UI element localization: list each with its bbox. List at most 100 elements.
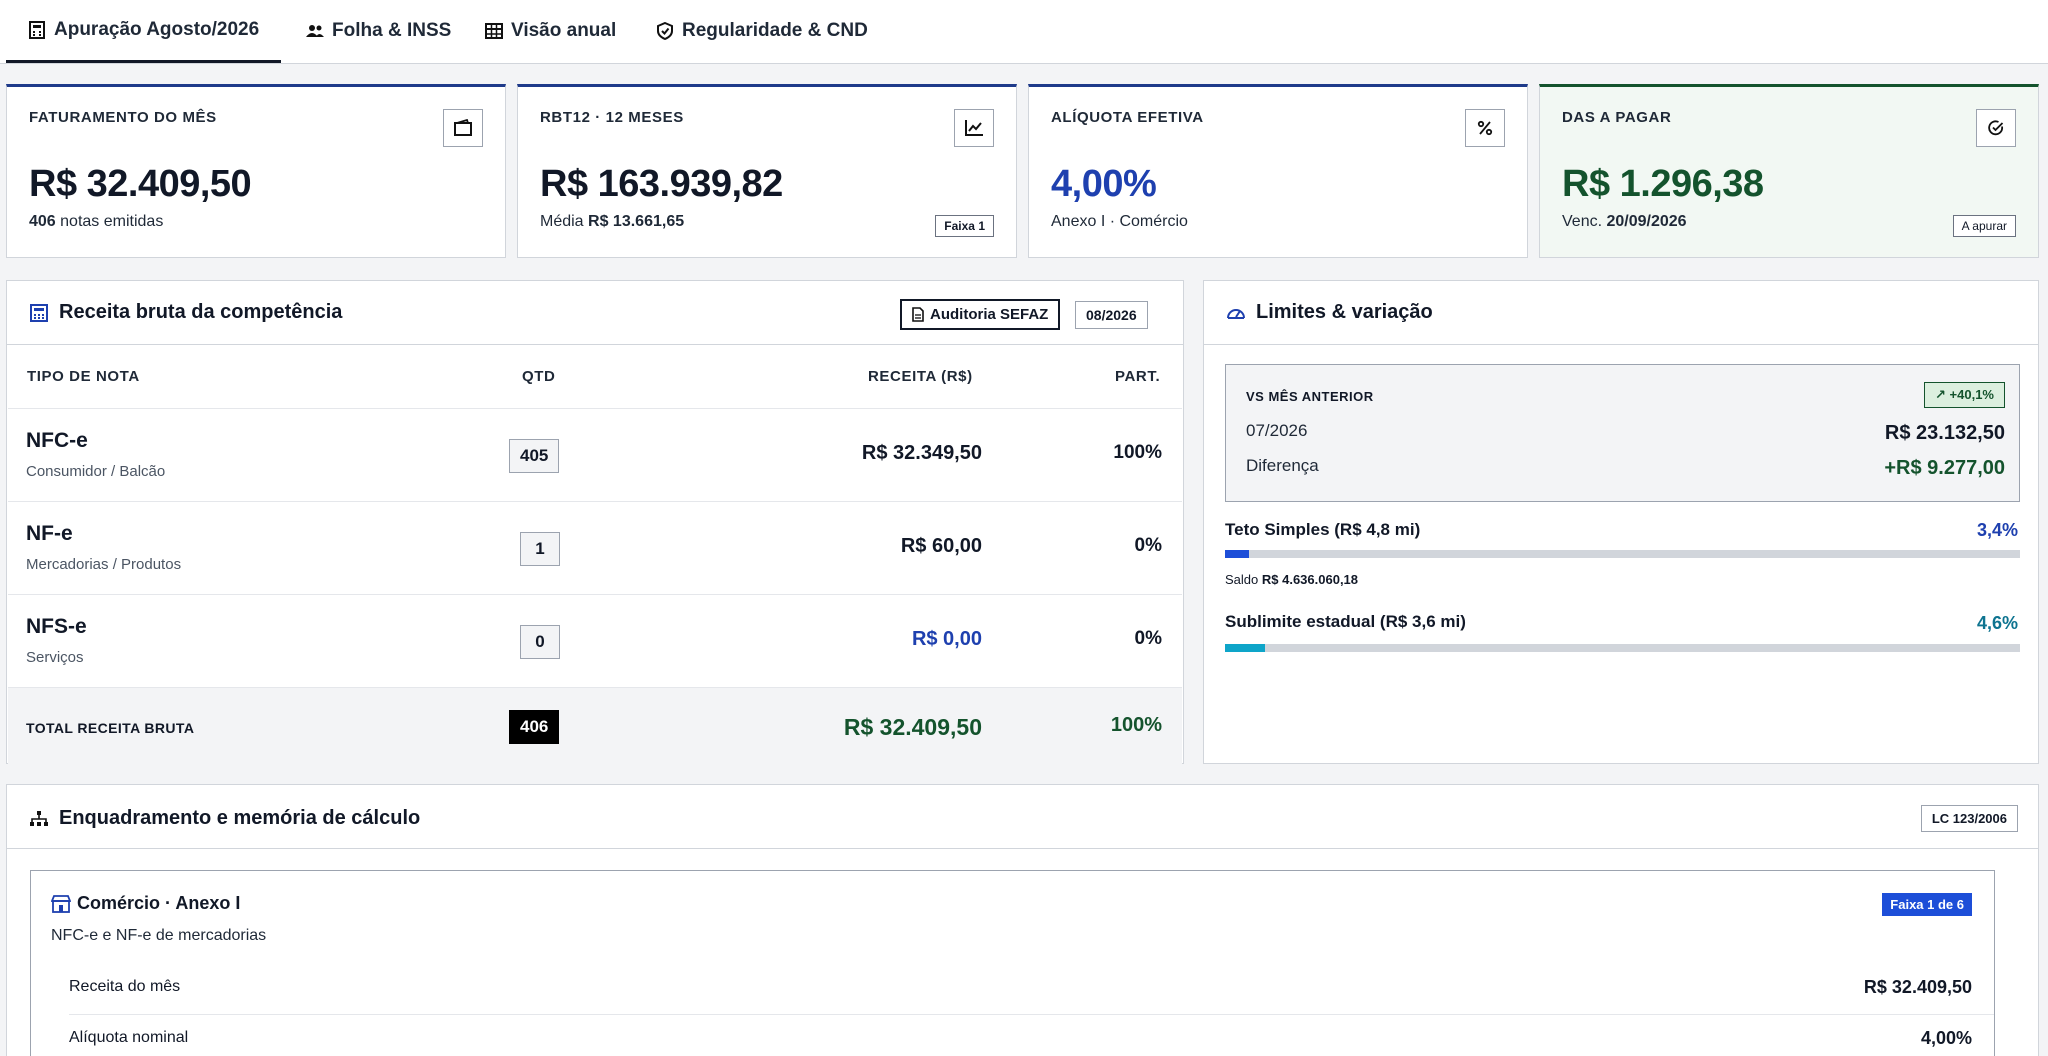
panel-header: Limites & variação [1204, 281, 2038, 345]
calc-line-label: Alíquota nominal [69, 1029, 189, 1046]
panel-title: Enquadramento e memória de cálculo [29, 807, 420, 830]
panel-title-text: Enquadramento e memória de cálculo [59, 807, 421, 829]
quantity-badge: 405 [509, 439, 560, 473]
table-icon [485, 22, 503, 40]
sublimite-progress-bar [1225, 644, 2020, 652]
column-header-part: PART. [1115, 368, 1161, 385]
panel-header: Receita bruta da competência Auditoria S… [7, 281, 1183, 345]
panel-title: Limites & variação [1226, 301, 1433, 324]
kpi-average-label: Média [540, 213, 589, 230]
sublimite-percent: 4,6% [1976, 613, 2018, 633]
tab-regularidade-cnd[interactable]: Regularidade & CND [656, 0, 868, 62]
total-row: TOTAL RECEITA BRUTA 406 R$ 32.409,50 100… [8, 687, 1182, 767]
anexo-title-row: Comércio · Anexo I [51, 893, 240, 914]
anexo-card: Comércio · Anexo I NFC-e e NF-e de merca… [30, 870, 1995, 1056]
faixa-chip: Faixa 1 [935, 215, 994, 237]
tab-label: Folha & INSS [332, 20, 452, 41]
saldo-line: Saldo R$ 4.636.060,18 [1225, 572, 1358, 587]
kpi-faturamento: FATURAMENTO DO MÊS R$ 32.409,50 406 nota… [6, 84, 506, 258]
panel-header: Enquadramento e memória de cálculo LC 12… [7, 785, 2038, 849]
calc-line: Receita do mês R$ 32.409,50 [69, 967, 1994, 1015]
kpi-aliquota: ALÍQUOTA EFETIVA 4,00% Anexo I · Comérci… [1028, 84, 1528, 258]
table-row[interactable]: NFC-e Consumidor / Balcão 405 R$ 32.349,… [8, 408, 1182, 501]
participation-value: 100% [1113, 442, 1162, 463]
column-header-tipo: TIPO DE NOTA [27, 368, 140, 385]
period-badge: 08/2026 [1075, 301, 1148, 329]
shield-check-icon [656, 22, 674, 40]
auditoria-sefaz-button[interactable]: Auditoria SEFAZ [900, 299, 1061, 330]
kpi-notes-label: notas emitidas [55, 213, 164, 230]
note-type-name: NFS-e [26, 615, 87, 638]
kpi-average-value: R$ 13.661,65 [588, 213, 685, 230]
anexo-subtitle: NFC-e e NF-e de mercadorias [51, 927, 267, 944]
limites-panel: Limites & variação [1203, 280, 2039, 764]
calc-line: Alíquota nominal 4,00% [69, 1015, 1994, 1056]
panel-title-text: Limites & variação [1256, 301, 1433, 323]
kpi-notes-count: 406 [29, 213, 56, 230]
panel-title-text: Receita bruta da competência [59, 301, 343, 323]
kpi-value: 4,00% [1051, 163, 1157, 205]
store-icon [51, 894, 71, 913]
document-icon [912, 307, 924, 322]
total-label: TOTAL RECEITA BRUTA [26, 720, 195, 736]
kpi-rbt12: RBT12 · 12 MESES R$ 163.939,82 Média R$ … [517, 84, 1017, 258]
calculator-icon [29, 303, 49, 323]
teto-progress-bar [1225, 550, 2020, 558]
kpi-label: ALÍQUOTA EFETIVA [1051, 109, 1204, 126]
total-revenue-value: R$ 32.409,50 [843, 714, 982, 740]
tab-apuracao[interactable]: Apuração Agosto/2026 [6, 0, 282, 63]
kpi-value: R$ 32.409,50 [29, 163, 252, 205]
tab-label: Visão anual [511, 20, 617, 41]
calc-line-value: R$ 32.409,50 [1863, 977, 1972, 997]
wallet-icon [443, 109, 483, 147]
tab-bar: Apuração Agosto/2026 Folha & INSS Visão … [0, 0, 2048, 64]
kpi-subtitle: Média R$ 13.661,65 [540, 213, 684, 231]
tab-folha-inss[interactable]: Folha & INSS [306, 0, 451, 62]
previous-value: R$ 23.132,50 [1884, 422, 2005, 444]
note-type-desc: Serviços [26, 649, 84, 666]
panel-title: Receita bruta da competência [29, 301, 342, 324]
percent-icon [1465, 109, 1505, 147]
quantity-badge: 1 [520, 532, 560, 566]
variation-badge: ↗ +40,1% [1924, 382, 2005, 408]
faixa-badge: Faixa 1 de 6 [1882, 893, 1972, 916]
sublimite-progress-fill [1225, 644, 1265, 652]
sublimite-label: Sublimite estadual (R$ 3,6 mi) [1225, 612, 1466, 631]
participation-value: 0% [1134, 628, 1162, 649]
table-row[interactable]: NF-e Mercadorias / Produtos 1 R$ 60,00 0… [8, 501, 1182, 594]
kpi-value: R$ 1.296,38 [1562, 163, 1764, 205]
total-participation-value: 100% [1110, 714, 1162, 736]
kpi-value: R$ 163.939,82 [540, 163, 783, 205]
saldo-label: Saldo [1225, 572, 1262, 587]
calc-line-value: 4,00% [1920, 1028, 1972, 1048]
column-header-receita: RECEITA (R$) [868, 368, 973, 385]
teto-progress-fill [1225, 550, 1249, 558]
comparison-label: VS MÊS ANTERIOR [1246, 389, 1374, 404]
participation-value: 0% [1134, 535, 1162, 556]
teto-label: Teto Simples (R$ 4,8 mi) [1225, 520, 1421, 539]
total-quantity-badge: 406 [509, 710, 560, 744]
previous-period: 07/2026 [1246, 421, 1308, 440]
note-type-desc: Mercadorias / Produtos [26, 556, 182, 573]
chart-line-icon [954, 109, 994, 147]
revenue-value: R$ 0,00 [911, 628, 982, 650]
status-chip: A apurar [1952, 215, 2016, 237]
tab-visao-anual[interactable]: Visão anual [485, 0, 616, 62]
difference-value: +R$ 9.277,00 [1884, 457, 2005, 479]
kpi-das-a-pagar: DAS A PAGAR R$ 1.296,38 Venc. 20/09/2026… [1539, 84, 2039, 258]
kpi-due-date: 20/09/2026 [1606, 213, 1687, 230]
kpi-subtitle: Venc. 20/09/2026 [1562, 213, 1687, 231]
note-type-name: NFC-e [26, 429, 88, 452]
column-header-qtd: QTD [522, 368, 556, 385]
tab-label: Regularidade & CND [682, 20, 868, 41]
table-row[interactable]: NFS-e Serviços 0 R$ 0,00 0% [8, 594, 1182, 687]
kpi-subtitle: 406 notas emitidas [29, 213, 163, 231]
hierarchy-icon [29, 809, 49, 829]
note-type-name: NF-e [26, 522, 73, 545]
difference-label: Diferença [1246, 456, 1319, 475]
kpi-due-label: Venc. [1562, 213, 1607, 230]
kpi-subtitle: Anexo I · Comércio [1051, 213, 1188, 230]
revenue-value: R$ 32.349,50 [861, 442, 982, 464]
kpi-label: FATURAMENTO DO MÊS [29, 109, 217, 126]
anexo-title: Comércio · Anexo I [77, 893, 241, 913]
